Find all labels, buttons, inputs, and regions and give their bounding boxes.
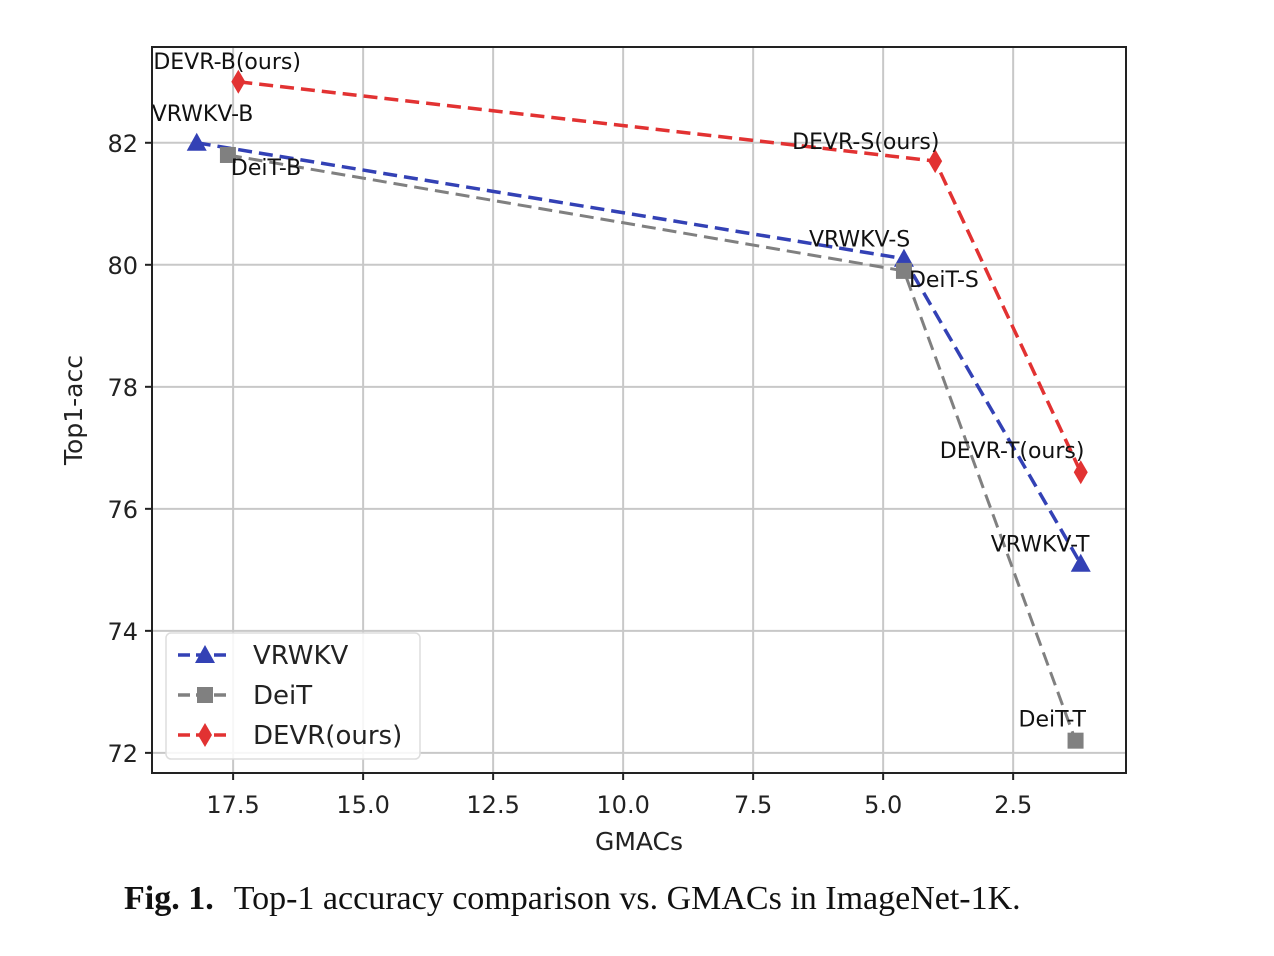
x-tick-label: 10.0 [596,791,649,819]
y-tick-label: 72 [107,740,138,768]
figure-caption: Fig. 1. Top-1 accuracy comparison vs. GMA… [124,880,1021,918]
y-axis-label: Top1-acc [59,355,88,466]
diamond-marker [1073,460,1088,485]
legend-label: DEVR(ours) [253,721,402,751]
grid [152,47,1126,773]
caption-text: Top-1 accuracy comparison vs. GMACs in I… [233,880,1021,917]
point-label: DeiT-B [231,156,301,181]
point-label: VRWKV-T [991,533,1090,558]
point-label: DeiT-S [909,268,979,293]
triangle-marker [186,132,207,151]
square-marker [219,146,236,163]
triangle-marker [195,645,215,663]
x-tick-label: 12.5 [466,791,519,819]
ticks: 17.5 15.0 12.5 10.0 7.5 5.0 2.5 72 74 76 78 80 82 [107,130,1032,819]
annotations: VRWKV-B VRWKV-S VRWKV-T DeiT-B DeiT-S DeiT-T D… [152,50,1090,733]
triangle-marker [893,248,914,267]
point-label: DEVR-T(ours) [940,439,1085,464]
y-tick-label: 74 [107,618,138,646]
y-tick-label: 76 [107,496,138,524]
point-label: VRWKV-B [152,102,254,127]
triangle-marker [1070,553,1091,572]
legend-label: VRWKV [253,641,349,671]
x-axis-label: GMACs [595,827,683,856]
x-tick-label: 2.5 [994,791,1032,819]
x-tick-label: 17.5 [206,791,259,819]
legend-box [165,632,421,760]
series-line-vrwkv [196,141,1083,565]
point-label: DEVR-B(ours) [153,50,301,75]
y-tick-label: 80 [107,252,138,280]
x-tick-label: 15.0 [336,791,389,819]
caption-label: Fig. 1. [124,880,214,917]
legend: VRWKV DeiT DEVR(ours) [165,632,421,760]
x-tick-label: 5.0 [864,791,902,819]
point-label: VRWKV-S [809,228,910,253]
diamond-marker [198,723,212,747]
series-layer [186,69,1091,749]
diamond-marker [928,149,943,174]
x-tick-label: 7.5 [734,791,772,819]
y-tick-label: 82 [107,130,138,158]
y-tick-label: 78 [107,374,138,402]
plot-frame [151,46,1127,774]
square-marker [1067,732,1084,749]
legend-label: DeiT [253,681,312,711]
point-label: DEVR-S(ours) [792,130,939,155]
diamond-marker [231,69,246,94]
square-marker [895,262,912,279]
square-marker [197,687,213,703]
point-label: DeiT-T [1019,708,1087,733]
